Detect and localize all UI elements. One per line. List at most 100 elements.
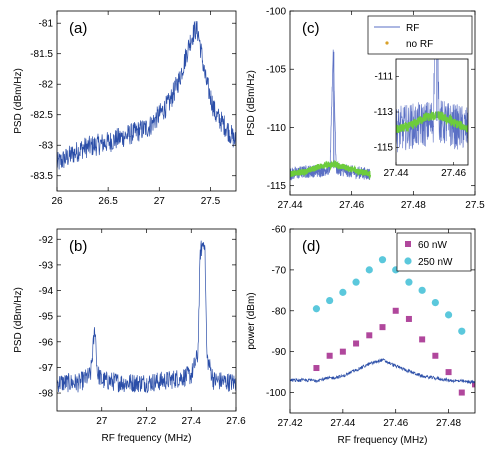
point-250nw xyxy=(418,286,426,294)
point-60nw xyxy=(339,348,346,355)
legend-250nw-swatch xyxy=(404,257,412,265)
inset-series-line xyxy=(396,110,468,133)
axes-frame xyxy=(289,10,476,196)
series-trace-line xyxy=(57,240,236,394)
inset-y-tick-label: -111 xyxy=(374,72,393,83)
axes-frame xyxy=(56,10,237,192)
plot-area xyxy=(57,240,236,394)
point-250nw xyxy=(365,266,373,274)
point-60nw xyxy=(405,315,412,322)
y-tick-label: -93 xyxy=(39,260,54,271)
panel-b: 27 27.2 27.4 27.6 -92 -93 -94 -95 -96 -97 -98 (b) RF… xyxy=(13,228,246,444)
legend-box xyxy=(396,232,472,272)
series-trace-line xyxy=(57,20,236,170)
x-tick-label: 27.44 xyxy=(277,200,302,211)
y-tick-label: -83.5 xyxy=(30,171,53,182)
legend-60nw-swatch xyxy=(405,241,411,247)
x-tick-label: 27.5 xyxy=(465,200,485,211)
point-250nw xyxy=(312,305,321,313)
point-60nw xyxy=(353,340,360,347)
y-axis-label: PSD (dBm/Hz) xyxy=(13,287,24,353)
y-tick-label: -82 xyxy=(39,80,54,91)
y-axis-label: PSD (dBm/Hz) xyxy=(246,70,257,136)
point-60nw xyxy=(458,389,465,396)
y-tick-label: -70 xyxy=(272,265,287,276)
legend-250nw-label: 250 nW xyxy=(418,257,453,268)
legend-box xyxy=(367,15,473,55)
point-60nw xyxy=(419,336,426,343)
y-tick-label: -100 xyxy=(266,388,286,399)
point-250nw xyxy=(444,311,453,319)
y-tick-label: -100 xyxy=(266,7,286,18)
panel-d: 27.42 27.44 27.46 27.48 -60 -70 -80 -90 -100 (d) R… xyxy=(246,225,476,446)
y-axis-label: power (dBm) xyxy=(246,292,257,349)
x-tick-label: 27.44 xyxy=(330,418,355,429)
inset-plot xyxy=(396,59,468,153)
point-250nw xyxy=(352,278,360,286)
x-axis-label: RF frequency (MHz) xyxy=(101,433,191,444)
panel-label: (d) xyxy=(302,238,320,255)
point-60nw xyxy=(472,381,475,388)
x-tick-label: 27.46 xyxy=(383,418,408,429)
x-tick-label: 27.4 xyxy=(182,416,202,427)
plot-area xyxy=(290,256,475,396)
y-tick-label: -83 xyxy=(39,141,54,152)
inset-series-line xyxy=(396,59,468,153)
inset-x-tick-label: 27.46 xyxy=(441,168,466,179)
plot-area xyxy=(290,49,371,181)
y-tick-label: -95 xyxy=(39,312,54,323)
panel-label: (b) xyxy=(69,238,87,255)
point-60nw xyxy=(392,307,399,314)
legend-norf-label: no RF xyxy=(406,39,433,50)
y-tick-label: -115 xyxy=(267,181,287,192)
y-tick-label: -60 xyxy=(272,225,287,236)
legend-60nw-label: 60 nW xyxy=(418,240,447,251)
x-axis-label: RF frequency (MHz) xyxy=(337,435,427,446)
x-tick-label: 27.48 xyxy=(436,418,461,429)
y-tick-label: -96 xyxy=(39,337,54,348)
panel-c: 27.44 27.46 27.48 27.5 -100 -105 -110 -115 (c) PS… xyxy=(246,7,485,212)
point-250nw xyxy=(458,327,466,335)
y-tick-label: -80 xyxy=(272,306,287,317)
legend-rf-label: RF xyxy=(406,23,419,34)
x-tick-label: 27.2 xyxy=(137,416,157,427)
y-tick-label: -81.5 xyxy=(30,49,53,60)
y-tick-label: -97 xyxy=(39,363,54,374)
panel-label: (a) xyxy=(69,20,87,37)
point-60nw xyxy=(432,352,439,359)
point-60nw xyxy=(366,332,373,339)
legend: 60 nW 250 nW xyxy=(396,232,472,272)
y-axis-label: PSD (dBm/Hz) xyxy=(13,68,24,134)
point-250nw xyxy=(431,299,439,307)
x-tick-label: 26 xyxy=(51,196,63,207)
y-tick-label: -98 xyxy=(39,389,54,400)
x-tick-label: 27.42 xyxy=(277,418,302,429)
inset-y-tick-label: -113 xyxy=(374,107,394,118)
x-tick-label: 26.5 xyxy=(98,196,118,207)
inset-x-tick-label: 27.44 xyxy=(383,168,408,179)
x-tick-label: 27.46 xyxy=(339,200,364,211)
point-60nw xyxy=(326,352,333,359)
panel-label: (c) xyxy=(302,20,320,37)
point-250nw xyxy=(339,288,347,296)
y-tick-label: -82.5 xyxy=(30,110,53,121)
inset-y-tick-label: -115 xyxy=(374,142,394,153)
point-250nw xyxy=(378,256,387,264)
inset: -111 -113 -115 27.44 27.46 xyxy=(374,58,469,179)
legend: RF no RF xyxy=(367,15,473,55)
point-250nw xyxy=(405,278,413,286)
y-tick-label: -90 xyxy=(272,347,287,358)
y-tick-label: -110 xyxy=(267,123,287,134)
x-tick-label: 27 xyxy=(154,196,166,207)
x-tick-label: 27.6 xyxy=(226,416,246,427)
point-60nw xyxy=(379,324,386,331)
y-tick-label: -94 xyxy=(39,286,54,297)
axes-frame xyxy=(289,228,476,414)
point-60nw xyxy=(313,365,320,372)
series-rf-line xyxy=(290,49,371,181)
y-tick-label: -92 xyxy=(39,235,54,246)
point-60nw xyxy=(445,369,452,376)
panel-a: 26 26.5 27 27.5 -81 -81.5 -82 -82.5 -83 -83.5 (a) P… xyxy=(13,10,237,207)
y-tick-label: -81 xyxy=(39,19,54,30)
